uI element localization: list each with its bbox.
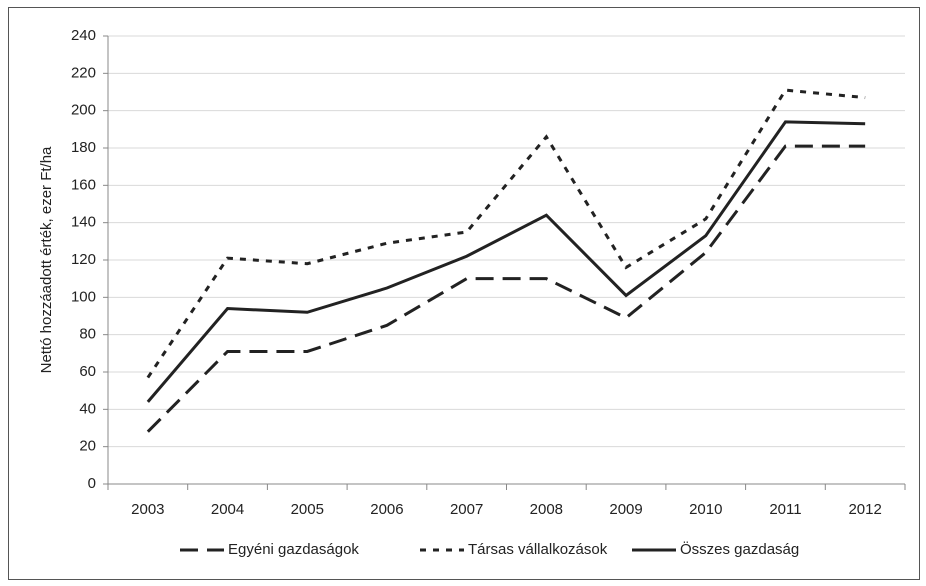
y-tick-label: 20: [79, 438, 96, 455]
series-line: [146, 88, 866, 379]
y-tick-label: 120: [71, 251, 96, 268]
y-axis-label: Nettó hozzáadott érték, ezer Ft/ha: [38, 146, 55, 373]
y-tick-label: 80: [79, 326, 96, 343]
x-tick-label: 2006: [370, 501, 403, 518]
x-tick-label: 2007: [450, 501, 483, 518]
x-tick-label: 2010: [689, 501, 722, 518]
series-line: [146, 120, 866, 403]
y-tick-label: 160: [71, 176, 96, 193]
y-tick-label: 200: [71, 102, 96, 119]
y-tick-label: 40: [79, 400, 96, 417]
x-tick-label: 2009: [609, 501, 642, 518]
series-line: [146, 144, 866, 433]
y-tick-label: 100: [71, 288, 96, 305]
y-tick-label: 0: [88, 475, 96, 492]
x-tick-label: 2003: [131, 501, 164, 518]
frame: [8, 7, 920, 580]
y-tick-label: 60: [79, 363, 96, 380]
x-tick-label: 2005: [291, 501, 324, 518]
x-tick-label: 2004: [211, 501, 244, 518]
y-tick-label: 180: [71, 139, 96, 156]
x-tick-label: 2011: [769, 501, 801, 518]
x-tick-label: 2012: [848, 501, 881, 518]
y-tick-label: 240: [71, 27, 96, 44]
y-tick-label: 220: [71, 64, 96, 81]
legend-label: Egyéni gazdaságok: [228, 541, 359, 558]
legend-label: Társas vállalkozások: [468, 541, 608, 558]
x-tick-label: 2008: [530, 501, 563, 518]
legend-label: Összes gazdaság: [680, 540, 799, 558]
y-tick-label: 140: [71, 214, 96, 231]
